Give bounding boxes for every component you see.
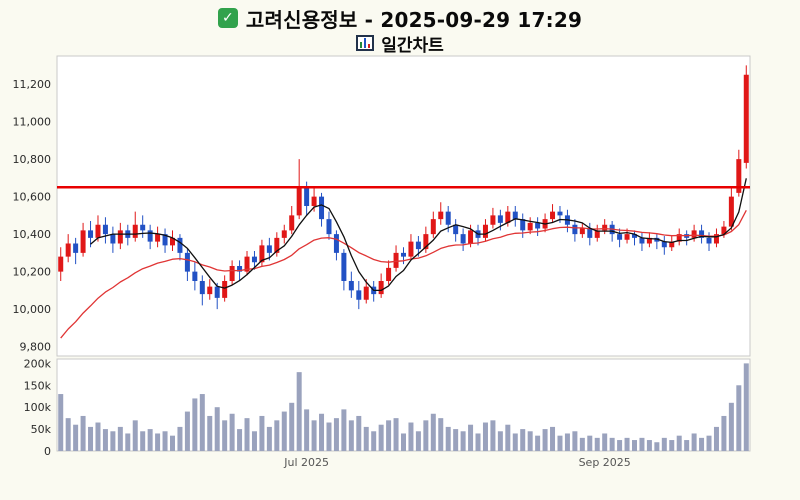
svg-text:10,000: 10,000 xyxy=(13,303,52,316)
svg-text:10,200: 10,200 xyxy=(13,266,52,279)
svg-text:Sep 2025: Sep 2025 xyxy=(579,456,631,469)
svg-text:9,800: 9,800 xyxy=(20,341,52,354)
svg-text:11,000: 11,000 xyxy=(13,116,52,129)
svg-text:10,400: 10,400 xyxy=(13,228,52,241)
daily-candlestick-chart: 11,200 11,000 10,800 10,600 10,400 10,200 10,0… xyxy=(13,55,751,469)
check-icon: ✓ xyxy=(217,8,238,28)
svg-text:50k: 50k xyxy=(31,423,52,436)
svg-text:Jul 2025: Jul 2025 xyxy=(283,456,329,469)
page-title: 고려신용정보 - 2025-09-29 17:29 xyxy=(245,7,583,32)
svg-text:10,600: 10,600 xyxy=(13,191,52,204)
svg-text:100k: 100k xyxy=(24,401,52,414)
svg-text:10,800: 10,800 xyxy=(13,153,52,166)
svg-text:0: 0 xyxy=(44,445,51,458)
svg-text:150k: 150k xyxy=(24,379,52,392)
subtitle-row: 일간차트 xyxy=(0,31,800,56)
bar-chart-icon xyxy=(356,35,375,51)
title-row: ✓ 고려신용정보 - 2025-09-29 17:29 xyxy=(0,5,800,32)
chart-subtitle: 일간차트 xyxy=(381,35,444,56)
svg-text:11,200: 11,200 xyxy=(13,78,52,91)
svg-text:200k: 200k xyxy=(24,357,52,370)
chart-header: ✓ 고려신용정보 - 2025-09-29 17:29 일간차트 xyxy=(0,0,800,56)
